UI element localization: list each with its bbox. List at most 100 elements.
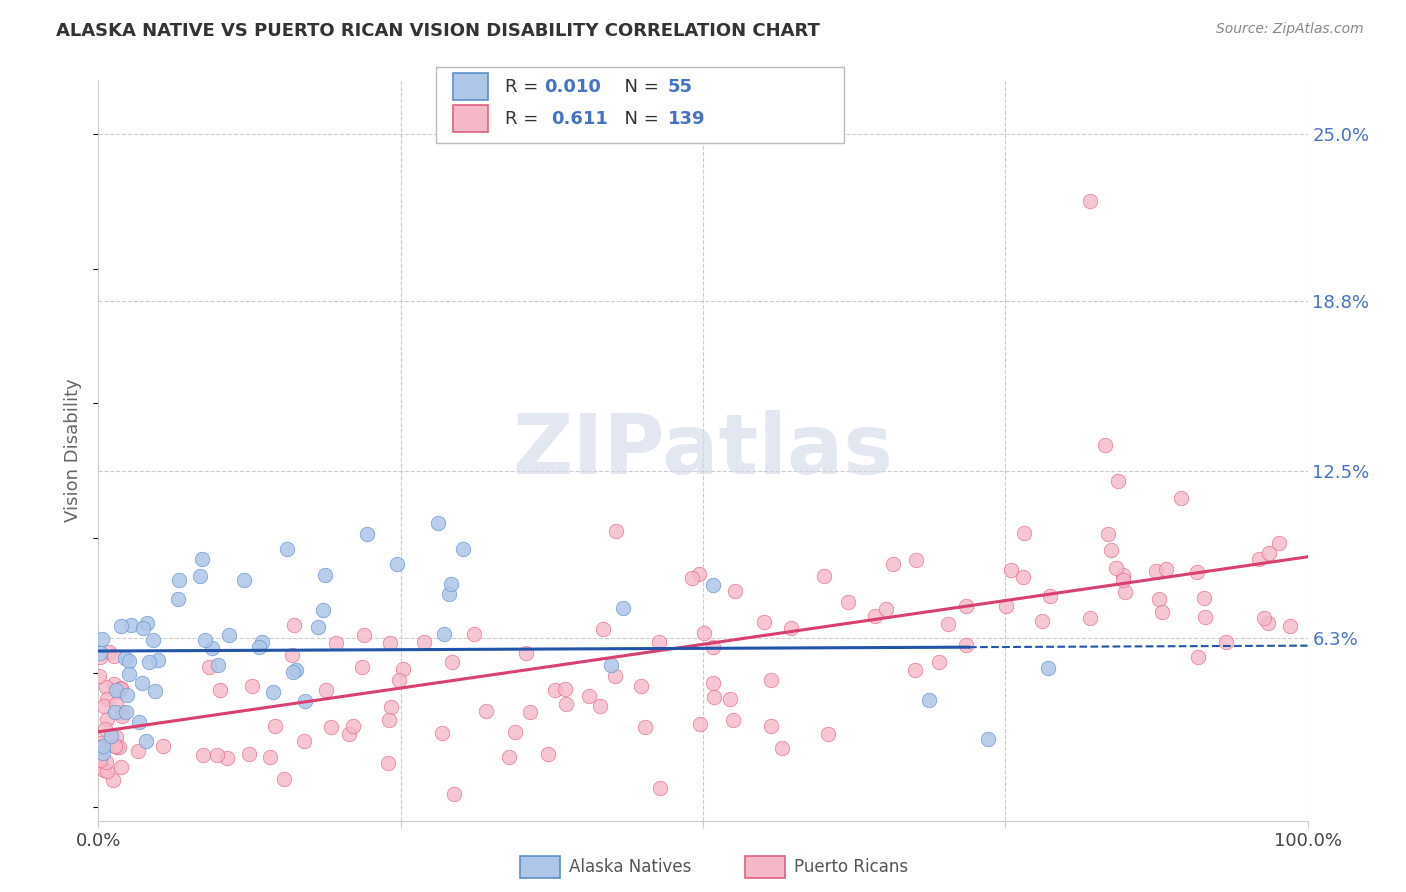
Point: [89, 736, 111, 750]
Point: [440, 655, 463, 669]
Point: [413, 635, 436, 649]
Point: [918, 693, 941, 707]
Point: [875, 602, 897, 616]
Point: [188, 569, 211, 583]
Point: [498, 750, 520, 764]
Text: ALASKA NATIVE VS PUERTO RICAN VISION DISABILITY CORRELATION CHART: ALASKA NATIVE VS PUERTO RICAN VISION DIS…: [56, 22, 820, 40]
Point: [612, 601, 634, 615]
Point: [1107, 474, 1129, 488]
Point: [319, 721, 342, 735]
Point: [315, 682, 337, 697]
Point: [759, 719, 782, 733]
Point: [955, 638, 977, 652]
Point: [325, 636, 347, 650]
Point: [169, 573, 191, 587]
Point: [342, 719, 364, 733]
Point: [89, 740, 111, 755]
Point: [142, 633, 165, 648]
Point: [1253, 611, 1275, 625]
Point: [1170, 491, 1192, 505]
Point: [976, 732, 998, 747]
Point: [105, 697, 128, 711]
Point: [1099, 543, 1122, 558]
Point: [114, 650, 136, 665]
Point: [1012, 570, 1035, 584]
Point: [238, 747, 260, 761]
Point: [1000, 563, 1022, 577]
Point: [93, 722, 115, 736]
Point: [605, 524, 627, 538]
Point: [191, 747, 214, 762]
Point: [205, 748, 228, 763]
Point: [131, 675, 153, 690]
Point: [689, 717, 711, 731]
Point: [1012, 526, 1035, 541]
Point: [703, 690, 725, 704]
Point: [388, 673, 411, 687]
Text: Source: ZipAtlas.com: Source: ZipAtlas.com: [1216, 22, 1364, 37]
Point: [143, 684, 166, 698]
Point: [1105, 561, 1128, 575]
Point: [118, 654, 141, 668]
Point: [443, 787, 465, 801]
Point: [208, 683, 231, 698]
Point: [1144, 564, 1167, 578]
Point: [94, 755, 117, 769]
Point: [104, 705, 127, 719]
Point: [110, 681, 132, 695]
Point: [110, 760, 132, 774]
Point: [688, 566, 710, 581]
Point: [904, 663, 927, 677]
Point: [503, 725, 526, 739]
Point: [592, 622, 614, 636]
Point: [1039, 589, 1062, 603]
Text: Puerto Ricans: Puerto Ricans: [794, 858, 908, 876]
Point: [1187, 650, 1209, 665]
Point: [198, 659, 221, 673]
Point: [194, 632, 217, 647]
Point: [138, 655, 160, 669]
Point: [240, 679, 263, 693]
Point: [104, 682, 127, 697]
Point: [754, 615, 776, 629]
Point: [104, 730, 127, 744]
Point: [108, 681, 131, 696]
Point: [247, 640, 270, 655]
Text: R =: R =: [505, 110, 550, 128]
Point: [817, 727, 839, 741]
Point: [103, 677, 125, 691]
Point: [201, 641, 224, 656]
Point: [723, 713, 745, 727]
Point: [554, 681, 576, 696]
Point: [537, 747, 560, 761]
Point: [544, 683, 567, 698]
Point: [312, 603, 335, 617]
Point: [1078, 611, 1101, 625]
Point: [955, 599, 977, 613]
Point: [108, 740, 131, 755]
Point: [702, 578, 724, 592]
Point: [94, 680, 117, 694]
Point: [451, 541, 474, 556]
Point: [114, 705, 136, 719]
Point: [1112, 568, 1135, 582]
Point: [120, 617, 142, 632]
Point: [259, 750, 281, 764]
Point: [87, 741, 110, 756]
Point: [98, 645, 121, 659]
Text: 0.611: 0.611: [551, 110, 607, 128]
Point: [281, 648, 304, 663]
Point: [813, 569, 835, 583]
Point: [1247, 552, 1270, 566]
Point: [1112, 573, 1135, 587]
Point: [1038, 661, 1060, 675]
Point: [276, 542, 298, 557]
Text: R =: R =: [505, 78, 544, 95]
Point: [167, 592, 190, 607]
Point: [603, 669, 626, 683]
Text: 55: 55: [668, 78, 693, 95]
Point: [93, 699, 115, 714]
Point: [117, 688, 139, 702]
Point: [132, 621, 155, 635]
Point: [440, 577, 463, 591]
